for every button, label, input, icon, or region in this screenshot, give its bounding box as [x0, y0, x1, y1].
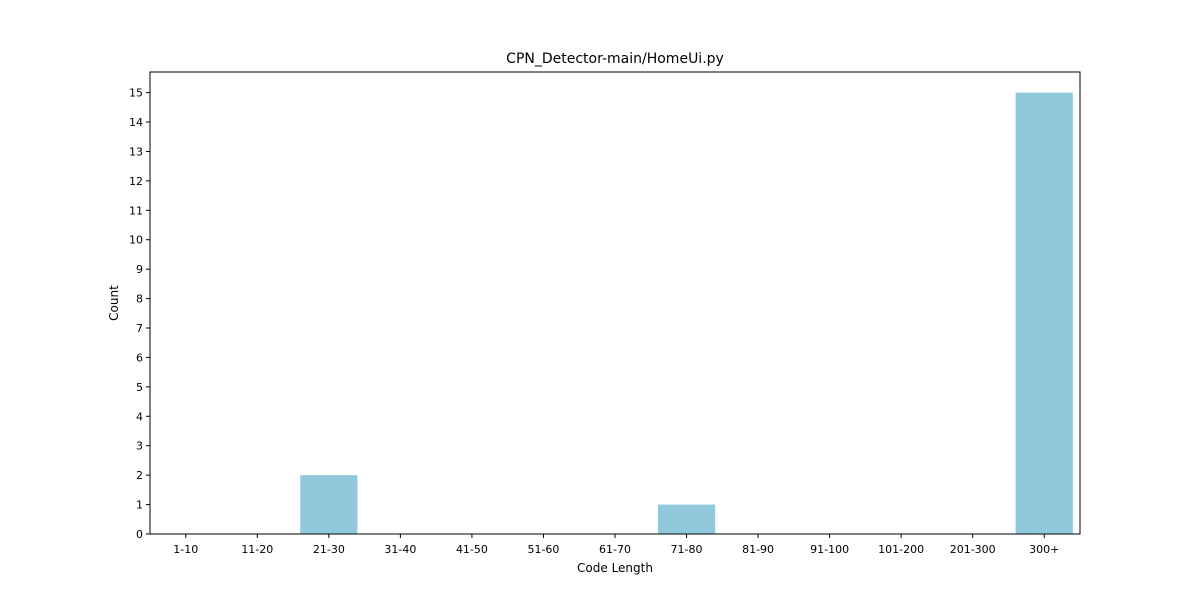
x-tick-label: 81-90	[742, 543, 774, 556]
x-tick-label: 51-60	[527, 543, 559, 556]
x-tick-label: 41-50	[456, 543, 488, 556]
y-tick-label: 9	[136, 263, 143, 276]
bars-group	[300, 92, 1073, 534]
x-tick-label: 1-10	[173, 543, 198, 556]
x-tick-label: 31-40	[384, 543, 416, 556]
y-tick-label: 1	[136, 499, 143, 512]
chart-title: CPN_Detector-main/HomeUi.py	[506, 51, 724, 67]
y-tick-label: 8	[136, 293, 143, 306]
y-tick-label: 10	[129, 234, 143, 247]
x-tick-label: 300+	[1029, 543, 1059, 556]
y-tick-label: 12	[129, 175, 143, 188]
x-tick-label: 21-30	[313, 543, 345, 556]
y-tick-label: 2	[136, 469, 143, 482]
y-axis-label: Count	[107, 285, 121, 321]
y-tick-label: 11	[129, 204, 143, 217]
x-tick-label: 91-100	[810, 543, 849, 556]
x-tick-label: 61-70	[599, 543, 631, 556]
y-tick-label: 3	[136, 440, 143, 453]
y-tick-label: 14	[129, 116, 143, 129]
y-tick-label: 5	[136, 381, 143, 394]
y-tick-label: 4	[136, 410, 143, 423]
x-tick-label: 201-300	[950, 543, 996, 556]
y-tick-label: 15	[129, 87, 143, 100]
bar-300+	[1015, 92, 1073, 534]
x-tick-label: 101-200	[878, 543, 924, 556]
x-axis-ticks: 1-10 11-20 21-30 31-40 41-50 51-60 61-70 71-80 8…	[173, 534, 1059, 556]
x-axis-label: Code Length	[577, 561, 653, 575]
y-tick-label: 7	[136, 322, 143, 335]
x-tick-label: 11-20	[241, 543, 273, 556]
x-tick-label: 71-80	[671, 543, 703, 556]
bar-71-80	[657, 504, 716, 534]
y-tick-label: 0	[136, 528, 143, 541]
plot-frame	[149, 71, 1081, 535]
y-tick-label: 6	[136, 351, 143, 364]
y-tick-label: 13	[129, 145, 143, 158]
bar-21-30	[300, 475, 358, 534]
